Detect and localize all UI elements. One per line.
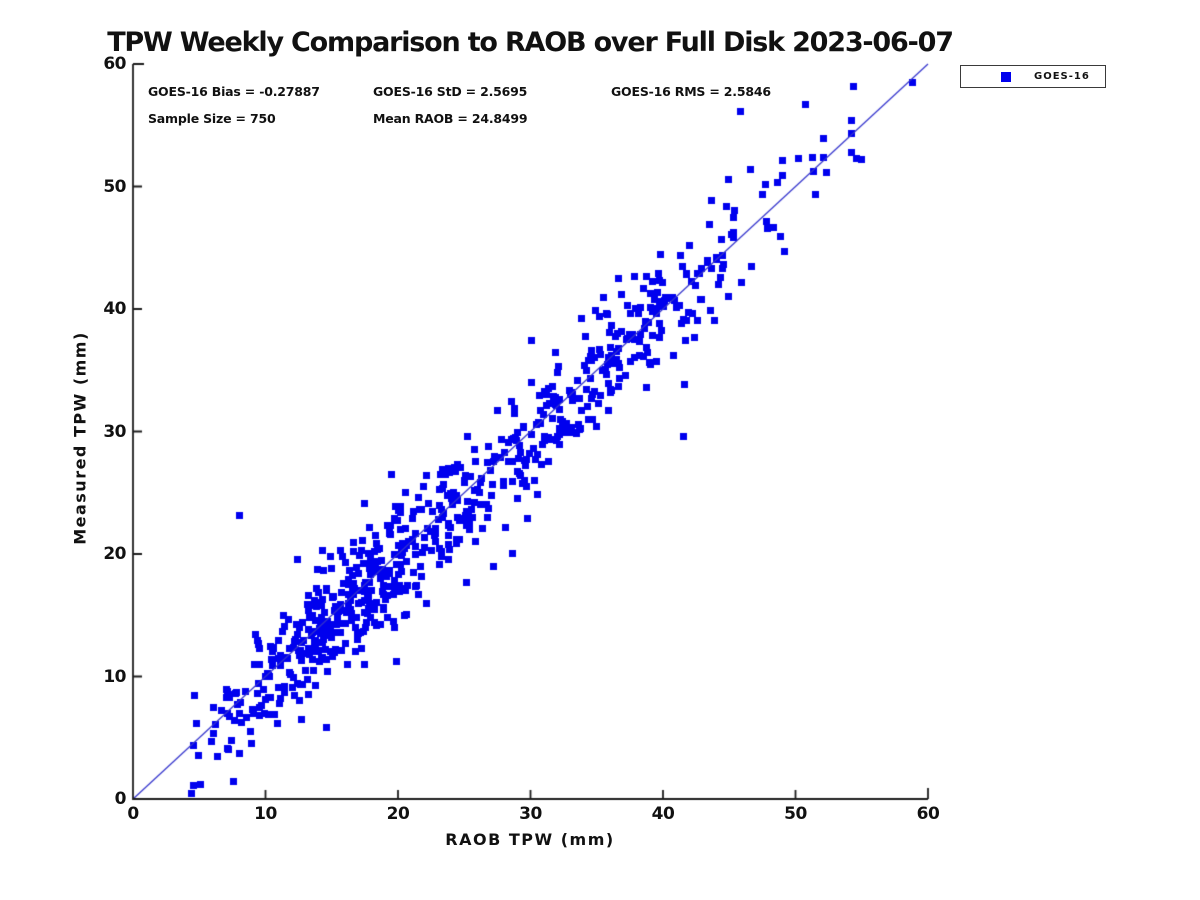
y-tick-label: 40 [103, 299, 126, 319]
y-tick-label: 60 [103, 54, 126, 74]
x-tick-label: 40 [651, 804, 675, 824]
stat-std: GOES-16 StD = 2.5695 [373, 84, 528, 99]
x-tick-label: 0 [127, 804, 139, 824]
stat-rms: GOES-16 RMS = 2.5846 [611, 84, 771, 99]
stat-sample-size: Sample Size = 750 [148, 111, 276, 126]
x-tick-label: 30 [519, 804, 542, 824]
x-axis-label: RAOB TPW (mm) [445, 830, 615, 849]
stat-mean-raob: Mean RAOB = 24.8499 [373, 111, 528, 126]
x-tick-label: 10 [254, 804, 277, 824]
chart-title: TPW Weekly Comparison to RAOB over Full … [107, 27, 954, 58]
x-tick-label: 60 [916, 804, 940, 824]
y-tick-label: 10 [103, 666, 126, 687]
legend-marker-swatch-icon [1001, 71, 1011, 82]
y-tick-label: 0 [114, 789, 127, 809]
x-tick-label: 20 [386, 804, 410, 824]
legend-box: GOES-16 [960, 65, 1106, 88]
x-tick-label: 50 [784, 804, 807, 824]
stat-bias: GOES-16 Bias = -0.27887 [148, 84, 320, 99]
y-tick-label: 30 [103, 421, 126, 442]
y-tick-label: 20 [103, 544, 126, 564]
y-tick-label: 50 [103, 176, 126, 197]
legend-series-label: GOES-16 [1034, 71, 1090, 82]
